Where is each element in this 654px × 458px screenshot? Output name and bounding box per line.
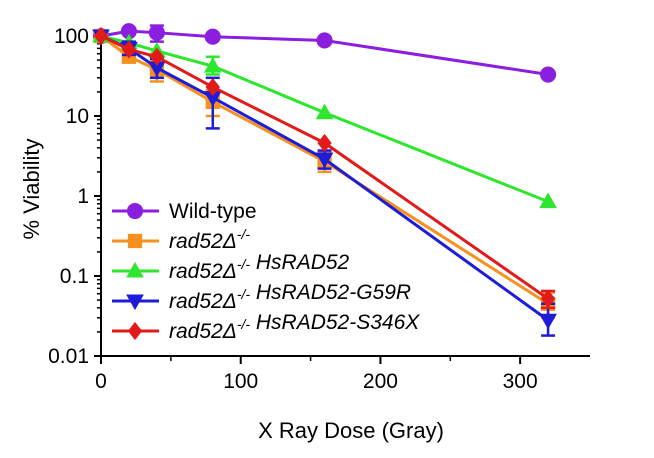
x-tick-label: 300 xyxy=(503,370,538,393)
series-4 xyxy=(93,26,556,310)
data-point xyxy=(315,103,334,120)
y-tick-label: 0.01 xyxy=(48,345,89,368)
legend-label-part: HsRAD52-G59R xyxy=(250,281,411,304)
data-point xyxy=(540,66,557,83)
legend-label-part: HsRAD52-S346X xyxy=(250,311,420,334)
x-tick-label: 200 xyxy=(363,370,398,393)
data-point xyxy=(203,91,222,107)
data-point xyxy=(93,26,109,46)
legend-marker xyxy=(126,261,144,278)
data-point xyxy=(204,28,221,45)
legend-label: Wild-type xyxy=(169,200,257,223)
data-point xyxy=(148,24,165,41)
data-point xyxy=(121,40,137,59)
legend-label: rad52Δ-/- HsRAD52 xyxy=(169,251,350,283)
legend-label-part: -/- xyxy=(237,286,251,302)
x-tick-label: 100 xyxy=(223,370,258,393)
legend-label-part: rad52Δ xyxy=(169,290,237,313)
legend-entry-4: rad52Δ-/- HsRAD52-S346X xyxy=(112,311,420,343)
legend-marker xyxy=(126,202,144,220)
legend-label-part: rad52Δ xyxy=(169,260,237,283)
legend-marker xyxy=(126,294,144,311)
axes: 0.01 0.1 1 10 100 0 100 200 300 xyxy=(48,25,590,393)
legend-label-part: Wild-type xyxy=(169,200,257,223)
legend-label-part: -/- xyxy=(237,226,251,242)
legend-label: rad52Δ-/- xyxy=(169,226,250,253)
data-point xyxy=(316,32,333,49)
legend-label-part: -/- xyxy=(237,316,251,332)
data-point xyxy=(315,152,334,169)
legend-label-part: rad52Δ xyxy=(169,230,237,253)
x-tick-label: 0 xyxy=(95,370,107,393)
y-tick-label: 10 xyxy=(66,105,89,128)
legend-label: rad52Δ-/- HsRAD52-S346X xyxy=(169,311,420,343)
data-point xyxy=(539,313,557,330)
series-layer xyxy=(92,23,557,337)
data-point xyxy=(539,192,557,209)
data-point xyxy=(203,57,222,73)
data-point xyxy=(148,61,166,77)
data-point xyxy=(120,23,138,40)
x-axis-title: X Ray Dose (Gray) xyxy=(258,418,444,443)
legend-entry-1: rad52Δ-/- xyxy=(112,226,250,253)
legend-label-part: rad52Δ xyxy=(169,320,237,343)
y-tick-label: 100 xyxy=(54,25,89,48)
series-0 xyxy=(92,23,557,83)
data-point xyxy=(205,77,220,97)
legend-marker xyxy=(127,233,143,249)
y-tick-label: 1 xyxy=(77,185,89,208)
data-point xyxy=(149,47,165,66)
data-point xyxy=(540,289,556,308)
legend-entry-2: rad52Δ-/- HsRAD52 xyxy=(112,251,350,283)
legend-entry-3: rad52Δ-/- HsRAD52-G59R xyxy=(112,281,411,313)
data-point xyxy=(317,133,332,153)
legend-marker xyxy=(127,321,143,341)
legend-entry-0: Wild-type xyxy=(112,200,257,223)
legend-label-part: -/- xyxy=(237,256,251,272)
legend-label: rad52Δ-/- HsRAD52-G59R xyxy=(169,281,411,313)
y-axis-title: % Viability xyxy=(19,138,44,239)
legend-label-part: HsRAD52 xyxy=(250,251,350,274)
y-tick-label: 0.1 xyxy=(60,265,89,288)
